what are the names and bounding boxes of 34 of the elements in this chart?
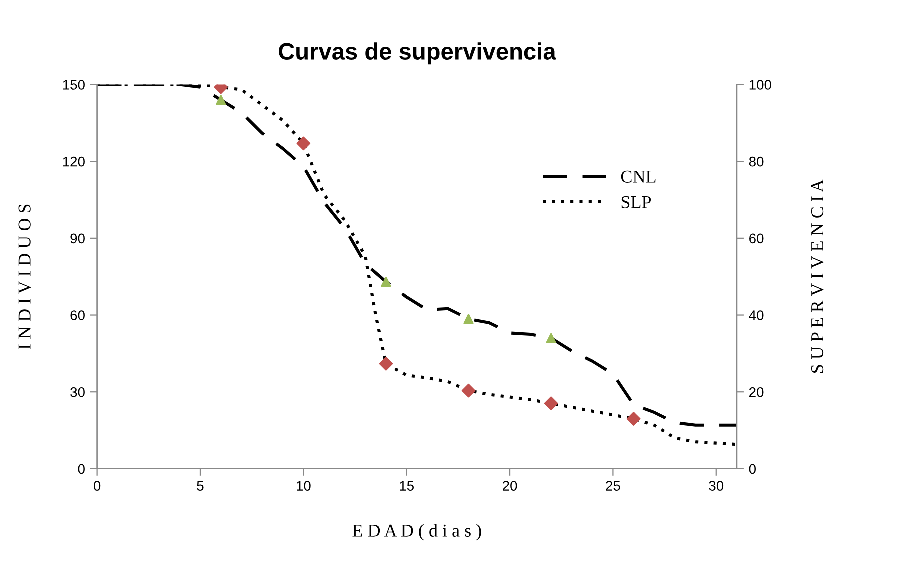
y2-tick-label: 20 [750, 387, 764, 398]
y-tick-label: 90 [70, 234, 85, 244]
point [464, 314, 474, 324]
point [544, 396, 558, 411]
y2-tick-label: 100 [750, 80, 772, 90]
point [381, 276, 392, 288]
x-axis-title: E D A D ( d i a s ) [352, 524, 482, 541]
x-tick-label: 20 [503, 481, 518, 491]
y-axis-title: I N D I V I D U O S [18, 204, 31, 350]
point [216, 95, 226, 106]
y2-tick-label: 80 [749, 156, 764, 167]
point [462, 384, 476, 398]
x-tick-label: 10 [297, 481, 311, 491]
x-tick-label: 15 [400, 481, 414, 491]
point [379, 357, 394, 371]
y2-axis-title: S U P E R V I V E N C I A [811, 180, 824, 373]
y-tick-label: 120 [63, 156, 85, 167]
x-tick-label: 25 [606, 481, 620, 491]
x-tick-label: 5 [197, 481, 204, 491]
y-tick-label: 150 [63, 80, 85, 90]
point [296, 136, 311, 151]
point [626, 412, 641, 426]
legend-label: SLP [622, 196, 652, 208]
y-tick-label: 60 [70, 310, 85, 320]
y-tick-label: 30 [70, 387, 85, 398]
legend-label: CNL [621, 170, 656, 183]
y-tick-label: 0 [78, 464, 85, 474]
point [546, 333, 556, 344]
x-tick-label: 0 [94, 481, 101, 491]
chart-title: Curvas de supervivencia [279, 42, 556, 65]
y2-tick-label: 60 [750, 234, 764, 244]
y2-tick-label: 0 [749, 464, 756, 474]
x-tick-label: 30 [709, 481, 724, 491]
y2-tick-label: 40 [749, 310, 764, 320]
